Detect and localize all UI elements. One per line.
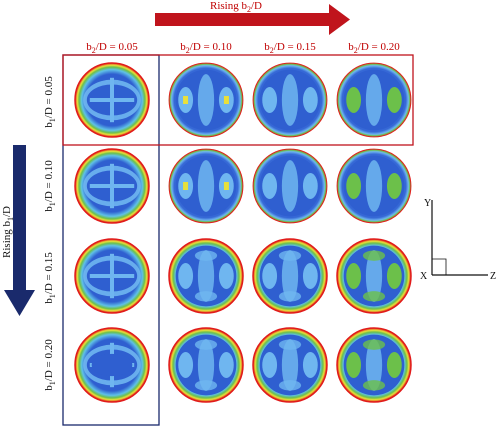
coordinate-axes: Y X Z (420, 198, 496, 282)
contour-disk-r4-c2 (168, 327, 244, 403)
column-headers: b2/D = 0.05 b2/D = 0.10 b2/D = 0.15 b2/D… (86, 41, 400, 55)
column-label-3: b2/D = 0.15 (264, 41, 316, 55)
rising-b1-label: Rising b1/D (1, 206, 15, 258)
rising-b2-label: Rising b2/D (210, 0, 262, 14)
contour-disk-r2-c2 (168, 148, 244, 224)
contour-grid (74, 62, 412, 403)
contour-disk-r1-c2 (168, 62, 244, 138)
rising-b1-arrow: Rising b1/D (1, 145, 35, 316)
contour-disk-r1-c3 (252, 62, 328, 138)
arrow-shaft (155, 13, 331, 26)
arrow-head (4, 290, 35, 316)
rising-b2-arrow: Rising b2/D (155, 0, 350, 35)
contour-disk-r3-c4 (336, 238, 412, 314)
contour-disk-r4-c3 (252, 327, 328, 403)
arrow-head (329, 4, 350, 35)
row-label-2: b1/D = 0.10 (43, 160, 57, 212)
row-highlight-box (62, 54, 414, 146)
row-label-1: b1/D = 0.05 (43, 76, 57, 128)
arrow-shaft (13, 145, 26, 291)
contour-disk-r3-c1 (74, 238, 150, 314)
row-headers: b1/D = 0.05 b1/D = 0.10 b1/D = 0.15 b1/D… (43, 76, 57, 391)
contour-disk-r1-c4 (336, 62, 412, 138)
column-label-1: b2/D = 0.05 (86, 41, 138, 55)
contour-disk-r2-c3 (252, 148, 328, 224)
column-label-4: b2/D = 0.20 (348, 41, 400, 55)
contour-disk-r2-c4 (336, 148, 412, 224)
x-axis-label: X (420, 271, 428, 282)
contour-disk-r2-c1 (74, 148, 150, 224)
row-label-3: b1/D = 0.15 (43, 252, 57, 304)
row-label-4: b1/D = 0.20 (43, 339, 57, 391)
z-axis-label: Z (490, 271, 496, 282)
contour-disk-r3-c2 (168, 238, 244, 314)
contour-disk-r1-c1 (74, 62, 150, 138)
y-axis-label: Y (424, 198, 431, 209)
axis-corner (432, 258, 447, 275)
contour-disk-r4-c4 (336, 327, 412, 403)
contour-disk-r4-c1 (74, 327, 150, 403)
contour-disk-r3-c3 (252, 238, 328, 314)
column-label-2: b2/D = 0.10 (180, 41, 232, 55)
